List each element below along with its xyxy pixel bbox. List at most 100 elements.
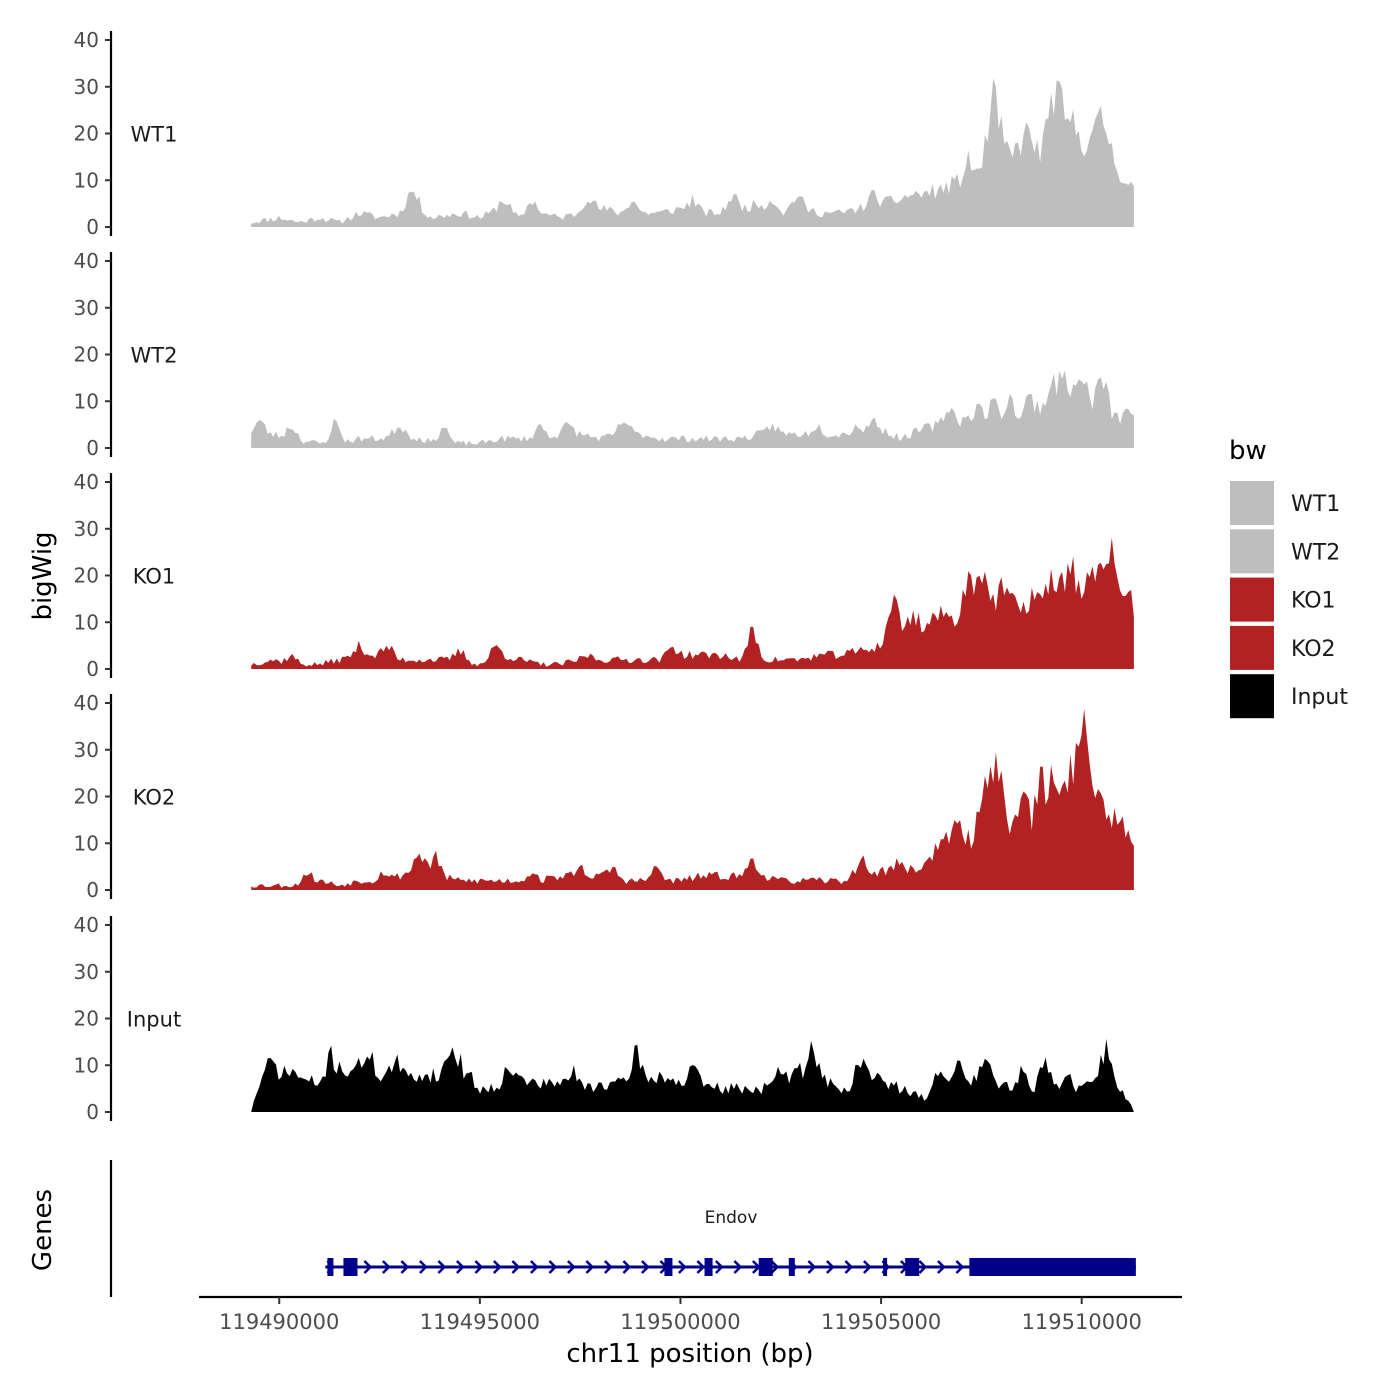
gene-models: Endov <box>325 1208 1136 1276</box>
strand-arrow <box>696 1260 706 1274</box>
y-tick-label: 30 <box>74 738 99 762</box>
x-tick-label: 119490000 <box>219 1310 339 1334</box>
y-tick-label: 0 <box>86 878 99 902</box>
signal-area-ko1 <box>251 537 1134 669</box>
legend-swatch-input <box>1228 672 1276 721</box>
panel-wt1: 0 10 20 30 40 WT1 <box>74 28 1134 239</box>
strand-arrow <box>567 1260 576 1274</box>
y-tick-label: 30 <box>74 517 99 541</box>
panel-ko2: 0 10 20 30 40 KO2 <box>74 691 1134 902</box>
y-tick-label: 20 <box>74 1007 99 1031</box>
gene-exon <box>664 1258 673 1276</box>
strand-arrow <box>382 1260 391 1274</box>
y-tick-label: 40 <box>74 691 99 715</box>
panel-label: Input <box>127 1008 181 1032</box>
gene-name-label: Endov <box>705 1208 758 1228</box>
y-tick-label: 40 <box>74 913 99 937</box>
y-tick-label: 0 <box>86 1100 99 1124</box>
y-tick-label: 10 <box>74 168 99 192</box>
gene-exon <box>343 1258 358 1276</box>
strand-arrow <box>678 1260 687 1274</box>
strand-arrow <box>937 1260 946 1274</box>
gene-exon <box>883 1258 888 1276</box>
strand-arrow <box>419 1260 428 1274</box>
y-tick-label: 0 <box>86 215 99 239</box>
x-tick-label: 119505000 <box>821 1310 941 1334</box>
strand-arrow <box>474 1260 484 1274</box>
x-axis: 119490000 119495000 119500000 119505000 1195… <box>199 1295 1182 1369</box>
strand-arrow <box>770 1260 780 1274</box>
gene-endov: Endov <box>325 1208 1136 1276</box>
x-tick-label: 119495000 <box>420 1310 540 1334</box>
strand-arrow <box>807 1260 817 1274</box>
strand-arrow <box>548 1260 558 1274</box>
strand-arrow <box>511 1260 521 1274</box>
y-tick-label: 10 <box>74 610 99 634</box>
signal-area-input <box>251 1038 1134 1112</box>
strand-arrow <box>604 1260 613 1274</box>
legend-items: WT1 WT2 KO1 KO2 Input <box>1228 479 1348 721</box>
strand-arrow <box>826 1260 835 1274</box>
panel-label: KO2 <box>133 786 176 810</box>
legend-swatch-ko1 <box>1228 575 1276 624</box>
strand-arrow <box>456 1260 465 1274</box>
strand-arrow <box>493 1260 502 1274</box>
strand-arrow <box>437 1260 447 1274</box>
panel-ko1: 0 10 20 30 40 KO1 <box>74 470 1134 681</box>
legend-label: Input <box>1291 685 1348 710</box>
legend-label: WT2 <box>1291 540 1340 565</box>
panel-wt2: 0 10 20 30 40 WT2 <box>74 249 1134 460</box>
x-tick-label: 119500000 <box>620 1310 740 1334</box>
signal-area-wt1 <box>251 78 1134 227</box>
gene-exon <box>788 1258 795 1276</box>
legend-label: KO2 <box>1291 637 1336 662</box>
legend: bw WT1 WT2 KO1 KO2 Input <box>1228 436 1348 721</box>
x-tick-label: 119510000 <box>1022 1310 1142 1334</box>
y-tick-label: 40 <box>74 28 99 52</box>
legend-label: WT1 <box>1291 492 1340 517</box>
x-ticks: 119490000 119495000 119500000 119505000 1195… <box>219 1297 1142 1334</box>
y-tick-label: 20 <box>74 122 99 146</box>
gene-exon <box>758 1258 773 1276</box>
strand-arrow <box>918 1260 928 1274</box>
signal-area-wt2 <box>251 370 1134 448</box>
genes-panel: Genes Endov <box>28 1160 1136 1297</box>
strand-arrow <box>641 1260 650 1274</box>
y-tick-label: 30 <box>74 75 99 99</box>
y-tick-label: 20 <box>74 785 99 809</box>
signal-area-ko2 <box>251 709 1134 890</box>
gene-exon <box>327 1258 334 1276</box>
panel-input: 0 10 20 30 40 Input <box>74 913 1134 1124</box>
strand-arrow <box>715 1260 724 1274</box>
strand-arrow <box>400 1260 410 1274</box>
y-tick-label: 10 <box>74 831 99 855</box>
y-tick-label: 40 <box>74 249 99 273</box>
y-tick-label: 30 <box>74 296 99 320</box>
y-tick-label: 0 <box>86 436 99 460</box>
x-axis-title: chr11 position (bp) <box>566 1339 813 1369</box>
strand-arrow <box>530 1260 539 1274</box>
strand-arrow <box>863 1260 872 1274</box>
gene-exon <box>905 1258 920 1276</box>
y-tick-label: 0 <box>86 657 99 681</box>
strand-arrow <box>844 1260 854 1274</box>
gene-exon <box>704 1258 713 1276</box>
strand-arrow <box>733 1260 743 1274</box>
panel-label: KO1 <box>133 565 176 589</box>
legend-title: bw <box>1229 436 1267 466</box>
track-panels: 0 10 20 30 40 WT1 0 10 20 30 40 WT2 0 10 20 30 40 KO1 0 10 2… <box>74 28 1134 1124</box>
legend-swatch-ko2 <box>1228 623 1276 672</box>
panel-label: WT1 <box>131 123 178 147</box>
y-tick-label: 10 <box>74 389 99 413</box>
strand-arrow <box>622 1260 632 1274</box>
y-tick-label: 20 <box>74 564 99 588</box>
y-axis-title: bigWig <box>28 531 58 620</box>
legend-label: KO1 <box>1291 589 1336 614</box>
panel-label: WT2 <box>131 344 178 368</box>
gene-exon <box>969 1258 1136 1276</box>
y-tick-label: 10 <box>74 1053 99 1077</box>
y-tick-label: 30 <box>74 960 99 984</box>
legend-swatch-wt1 <box>1228 479 1276 527</box>
y-tick-label: 40 <box>74 470 99 494</box>
strand-arrow <box>363 1260 373 1274</box>
